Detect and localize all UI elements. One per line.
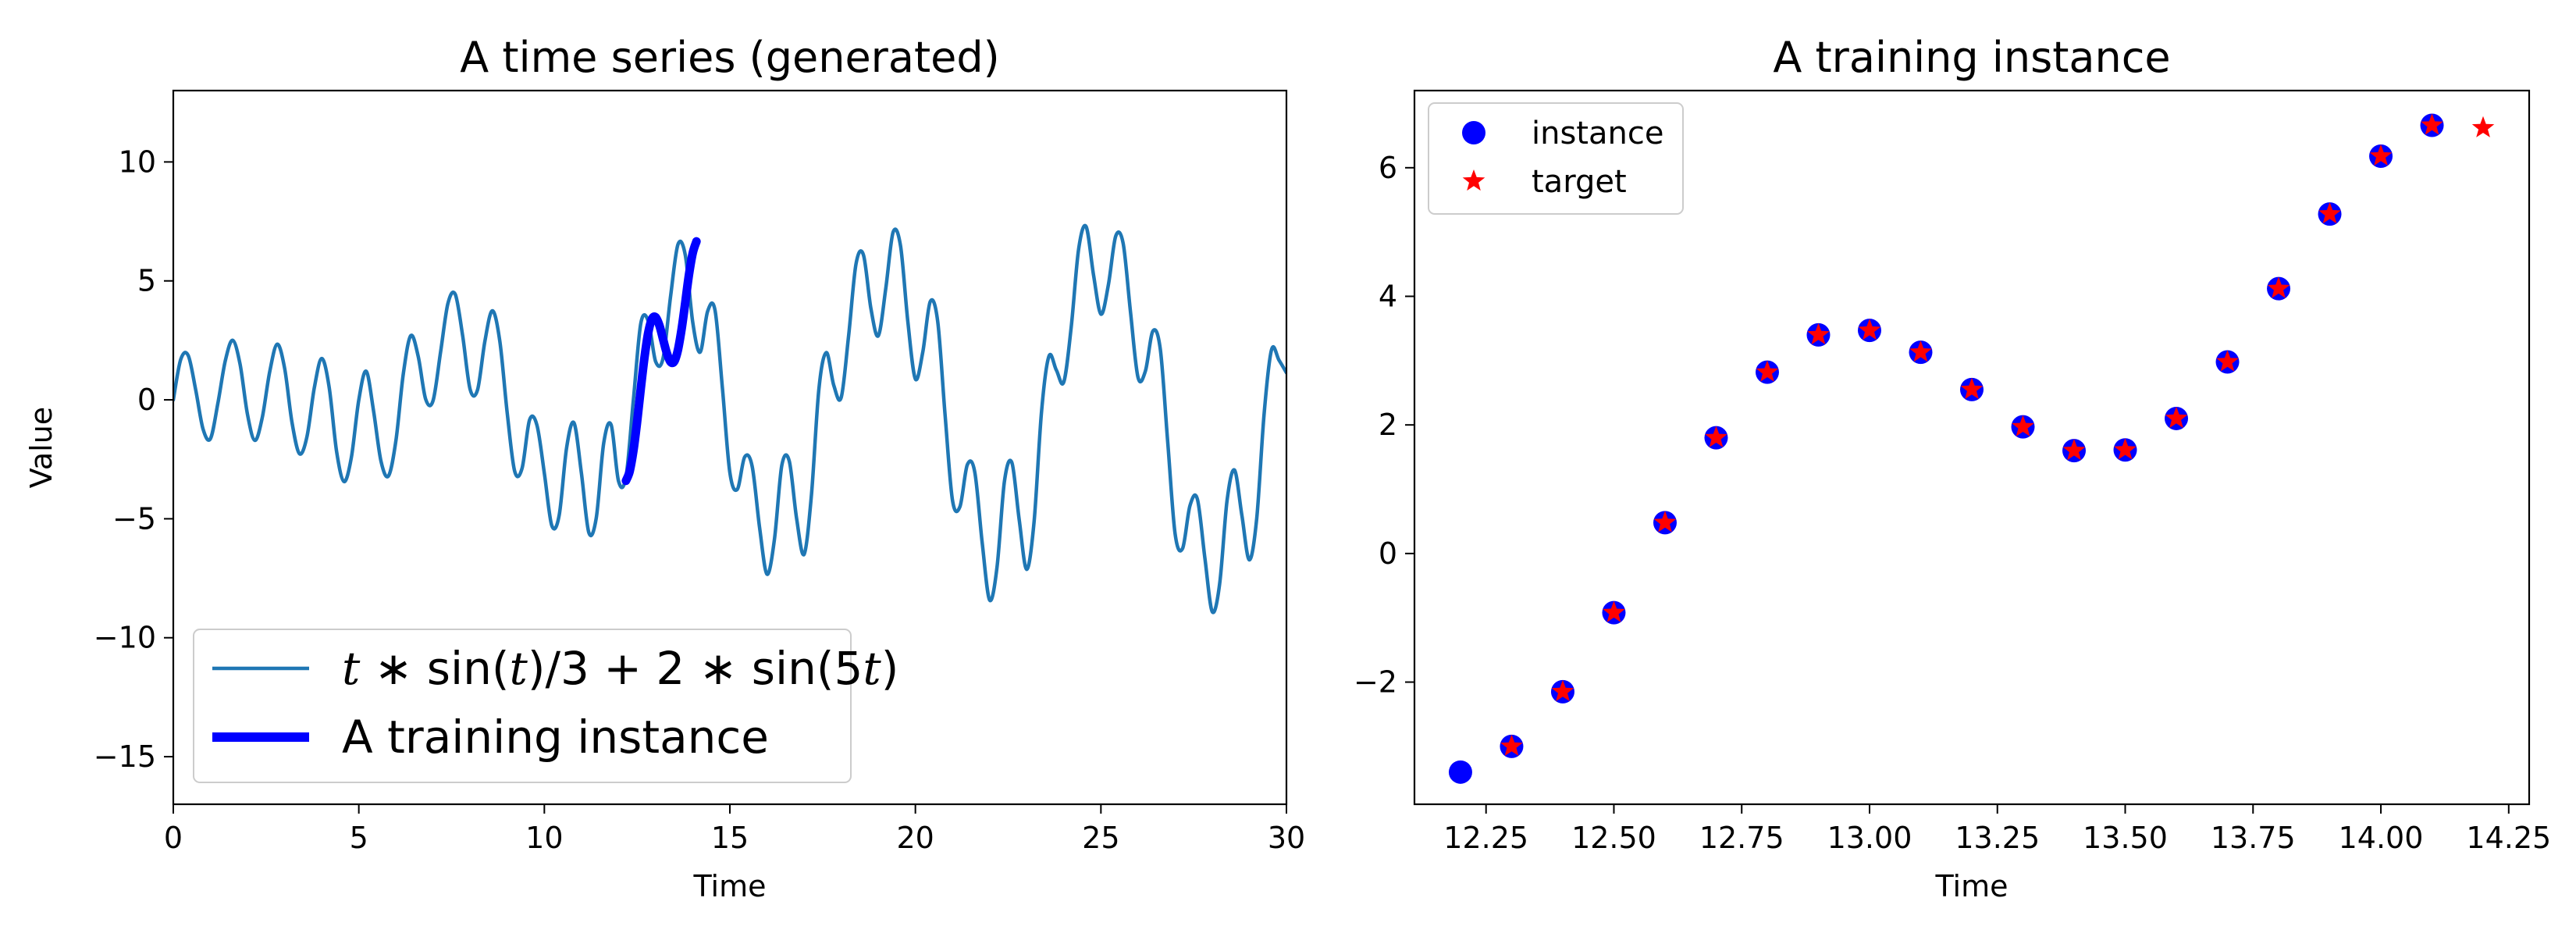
y-tick-label: −5 [112,501,156,536]
axes-frame [1413,89,2531,806]
legend: t ∗ sin(t)/3 + 2 ∗ sin(5t) A training in… [193,629,898,783]
x-tick-label: 14.25 [2466,821,2551,855]
y-axis-label: Value [24,407,59,488]
target-point [1603,600,1625,622]
x-tick-label: 14.00 [2339,821,2424,855]
series-line-time-series [173,223,1286,615]
legend-label-target: target [1532,164,1627,200]
y-tick-label: −10 [94,621,156,655]
x-tick-label: 12.25 [1443,821,1528,855]
target-point [2114,438,2137,460]
target-point [1807,322,1830,344]
target-point [1858,319,1881,340]
chart-title: A training instance [1773,33,2170,82]
chart-title: A time series (generated) [460,33,999,82]
x-tick-label: 13.00 [1827,821,1912,855]
y-tick-label: 4 [1379,279,1397,313]
x-tick-label: 12.50 [1571,821,1656,855]
target-point [1756,360,1779,382]
x-tick-label: 13.25 [1955,821,2040,855]
x-tick-label: 13.75 [2211,821,2296,855]
target-point [2369,144,2393,166]
x-tick-label: 5 [350,821,368,855]
x-tick-label: 10 [525,821,563,855]
target-point [1960,377,1984,399]
legend-marker-instance [1462,121,1485,144]
target-point [2062,439,2086,461]
x-tick-label: 30 [1268,821,1305,855]
target-point [2471,116,2495,137]
plot-area [1448,113,2495,784]
x-axis-ticks: 0 5 10 15 20 25 30 [164,804,1305,855]
target-point [1909,340,1932,362]
y-tick-label: 0 [137,383,156,417]
legend: instance target [1428,102,1684,215]
legend-label-series-0: t ∗ sin(t)/3 + 2 ∗ sin(5t) [342,642,898,695]
x-tick-label: 13.50 [2083,821,2168,855]
y-tick-label: −2 [1354,665,1397,700]
plot-area [173,223,1286,615]
target-point [1653,511,1677,533]
y-tick-label: −15 [94,739,156,774]
y-tick-label: 6 [1379,151,1397,185]
x-axis-ticks: 12.25 12.50 12.75 13.00 13.25 13.50 13.75 14.00… [1443,804,2551,855]
x-tick-label: 20 [896,821,934,855]
training-instance-chart: A training instance 12.25 12.50 12.75 13.00… [1354,33,2551,903]
y-tick-label: 0 [1379,536,1397,571]
x-tick-label: 15 [711,821,749,855]
legend-label-instance: instance [1532,116,1663,151]
x-tick-label: 0 [164,821,183,855]
y-tick-label: 10 [119,144,156,179]
x-axis-label: Time [1935,869,2008,903]
target-point [1705,426,1727,447]
target-point [1551,679,1574,701]
target-point [2318,202,2341,224]
y-axis-ticks: −15 −10 −5 0 5 10 [94,144,173,774]
legend-marker-target [1462,169,1485,191]
y-axis-ticks: −2 0 2 4 6 [1354,151,1414,700]
target-point [1500,734,1523,756]
legend-box [1428,102,1684,215]
target-point [2012,415,2034,436]
x-tick-label: 25 [1082,821,1119,855]
target-point [2267,276,2290,298]
x-tick-label: 12.75 [1699,821,1784,855]
legend-box [193,629,852,783]
time-series-chart: A time series (generated) 0 5 10 15 20 25 30 −… [24,33,1305,903]
instance-point [1448,760,1472,784]
y-tick-label: 5 [137,264,156,298]
x-axis-label: Time [693,869,767,903]
target-point [2165,406,2188,429]
series-line-training-instance [621,237,701,486]
target-point [2216,350,2239,372]
target-point [2421,113,2443,135]
y-tick-label: 2 [1379,408,1397,442]
legend-label-series-1: A training instance [342,711,769,764]
